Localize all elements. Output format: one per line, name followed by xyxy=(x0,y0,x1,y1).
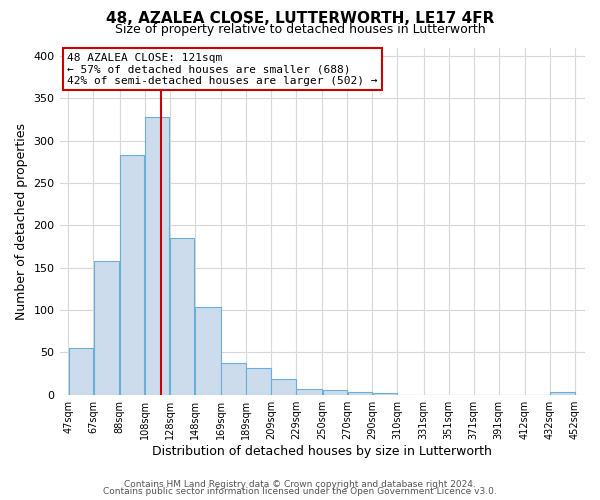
Text: Size of property relative to detached houses in Lutterworth: Size of property relative to detached ho… xyxy=(115,22,485,36)
Bar xyxy=(68,348,93,395)
Bar xyxy=(296,389,322,394)
Bar xyxy=(120,155,145,394)
Bar xyxy=(145,117,169,394)
Bar xyxy=(550,392,575,394)
Bar xyxy=(347,392,372,394)
Bar xyxy=(271,380,296,394)
Text: 48, AZALEA CLOSE, LUTTERWORTH, LE17 4FR: 48, AZALEA CLOSE, LUTTERWORTH, LE17 4FR xyxy=(106,11,494,26)
Bar xyxy=(195,308,221,394)
Bar xyxy=(94,261,119,394)
Text: Contains HM Land Registry data © Crown copyright and database right 2024.: Contains HM Land Registry data © Crown c… xyxy=(124,480,476,489)
Bar xyxy=(246,368,271,394)
Bar xyxy=(221,364,245,394)
Bar xyxy=(323,390,347,394)
X-axis label: Distribution of detached houses by size in Lutterworth: Distribution of detached houses by size … xyxy=(152,444,492,458)
Bar xyxy=(373,393,397,394)
Y-axis label: Number of detached properties: Number of detached properties xyxy=(15,122,28,320)
Bar xyxy=(170,238,194,394)
Text: 48 AZALEA CLOSE: 121sqm
← 57% of detached houses are smaller (688)
42% of semi-d: 48 AZALEA CLOSE: 121sqm ← 57% of detache… xyxy=(67,52,378,86)
Text: Contains public sector information licensed under the Open Government Licence v3: Contains public sector information licen… xyxy=(103,487,497,496)
